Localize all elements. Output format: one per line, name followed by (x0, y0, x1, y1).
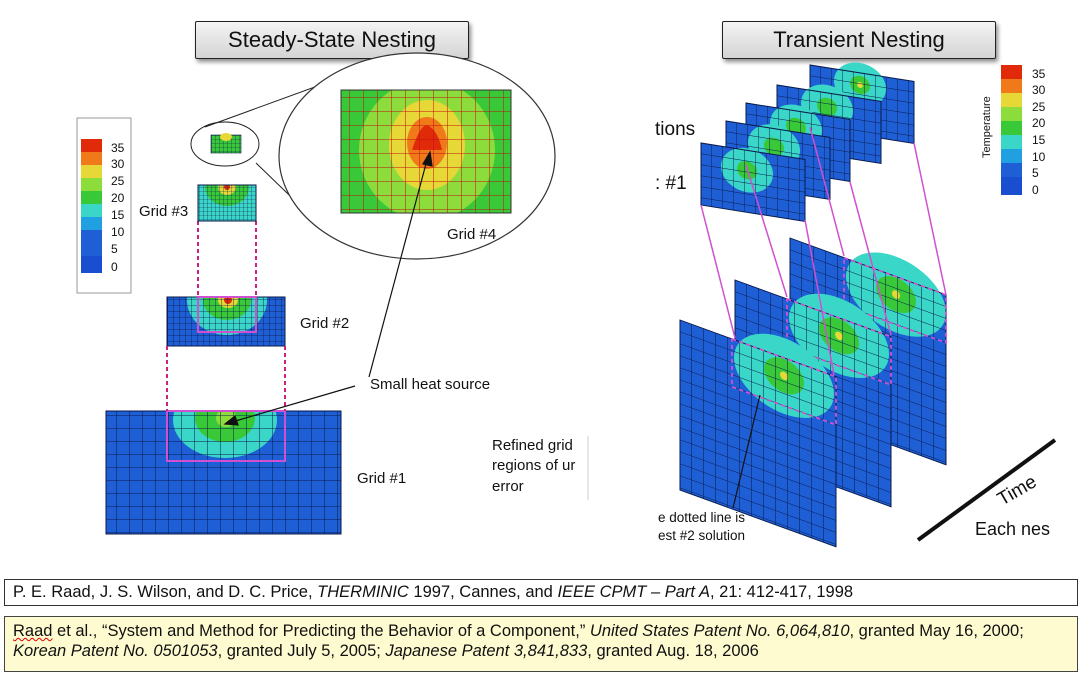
refined-text-line-1: Refined grid (492, 437, 573, 454)
citation-mid: 1997, Cannes, and (408, 583, 558, 601)
grid-3 (198, 185, 256, 221)
projection-lines (700, 126, 947, 376)
left-legend-tick: 15 (111, 208, 125, 222)
right-fragment-1: : #1 (655, 173, 687, 194)
transient-title: Transient Nesting (722, 21, 996, 59)
right-legend-tick: 20 (1032, 116, 1046, 130)
patent-text-1: et al., “System and Method for Predictin… (52, 622, 590, 640)
right-legend-swatches (1001, 65, 1022, 195)
grid-2 (167, 297, 285, 346)
right-legend-tick: 25 (1032, 100, 1046, 114)
right-legend-tick: 35 (1032, 67, 1046, 81)
patent-text-3: , granted July 5, 2005; (217, 642, 386, 660)
steady-state-title: Steady-State Nesting (195, 21, 469, 59)
citation-rest: , 21: 412-417, 1998 (709, 583, 854, 601)
left-legend-tick: 5 (111, 242, 118, 256)
right-legend-tick: 15 (1032, 133, 1046, 147)
grid-1-label: Grid #1 (357, 470, 406, 487)
left-legend-tick: 25 (111, 174, 125, 188)
right-legend-tick: 5 (1032, 166, 1039, 180)
right-legend-tick: 10 (1032, 150, 1046, 164)
us-patent: United States Patent No. 6,064,810 (589, 622, 850, 640)
citation-journal: IEEE CPMT – Part A (557, 583, 710, 601)
small-heat-source-label: Small heat source (370, 376, 490, 393)
left-legend-tick: 0 (111, 260, 118, 274)
dotted-note-line-2: est #2 solution (658, 528, 745, 543)
japanese-patent: Japanese Patent 3,841,833 (385, 642, 588, 660)
large-sheet-stack (679, 237, 947, 548)
patent-text-4: , granted Aug. 18, 2006 (587, 642, 759, 660)
dotted-note-line-1: e dotted line is (658, 510, 745, 525)
grid-1-refined-region (166, 410, 286, 462)
right-legend-title: Temperature (981, 96, 993, 158)
patent-text-2: , granted May 16, 2000; (849, 622, 1024, 640)
grid-2-refined-region (197, 296, 257, 333)
left-legend-tick: 35 (111, 141, 125, 155)
right-legend-tick: 0 (1032, 183, 1039, 197)
left-legend-tick: 30 (111, 157, 125, 171)
nesting-diagram: 35 30 25 20 15 10 5 0 (76, 52, 1057, 548)
time-axis (916, 438, 1057, 542)
refined-text-line-2: regions of ur (492, 457, 575, 474)
left-legend-swatches (81, 139, 102, 273)
right-legend-tick: 30 (1032, 83, 1046, 97)
grid-3-label: Grid #3 (139, 203, 188, 220)
right-fragment-tions: tions (655, 119, 695, 140)
left-legend-tick: 20 (111, 191, 125, 205)
grid-1 (106, 411, 341, 534)
citation-authors: P. E. Raad, J. S. Wilson, and D. C. Pric… (13, 583, 318, 601)
left-legend-tick: 10 (111, 225, 125, 239)
grid-4 (341, 90, 511, 213)
patent-lead-author: Raad (13, 622, 53, 640)
grid-2-label: Grid #2 (300, 315, 349, 332)
korean-patent: Korean Patent No. 0501053 (13, 642, 218, 660)
each-nes-label: Each nes (975, 519, 1050, 539)
citation-paper: P. E. Raad, J. S. Wilson, and D. C. Pric… (4, 579, 1078, 606)
dotted-line-arrow (732, 394, 761, 509)
heat-source-arrows (223, 150, 433, 426)
grid-4-label: Grid #4 (447, 226, 496, 243)
small-sheet-stack (700, 62, 915, 223)
citation-venue: THERMINIC (317, 583, 409, 601)
refined-text-line-3: error (492, 478, 524, 495)
dashed-connectors (166, 221, 286, 411)
citation-patents: Raad et al., “System and Method for Pred… (4, 616, 1078, 672)
